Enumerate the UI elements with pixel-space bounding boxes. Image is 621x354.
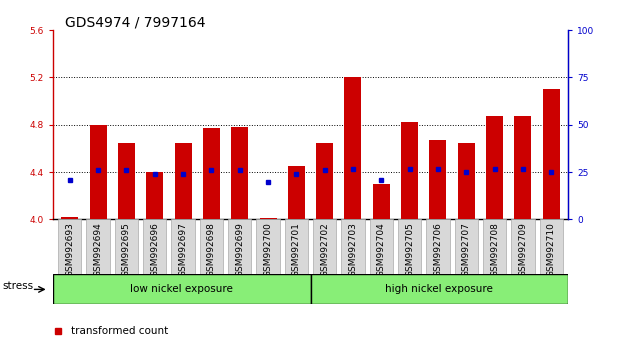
Bar [260, 218, 276, 219]
Bar [345, 78, 361, 219]
Bar [61, 217, 78, 219]
Text: stress: stress [2, 281, 34, 291]
Text: GSM992693: GSM992693 [65, 222, 75, 277]
Bar [430, 140, 446, 219]
Bar [115, 219, 138, 274]
Bar [171, 219, 194, 274]
Bar [288, 166, 305, 219]
Text: GSM992706: GSM992706 [433, 222, 442, 277]
Bar [203, 129, 220, 219]
Text: GSM992699: GSM992699 [235, 222, 244, 277]
Bar [398, 219, 421, 274]
Text: GSM992696: GSM992696 [150, 222, 159, 277]
Text: GSM992707: GSM992707 [462, 222, 471, 277]
Text: GSM992700: GSM992700 [263, 222, 273, 277]
Bar [284, 219, 308, 274]
Bar [175, 143, 191, 219]
Text: GSM992698: GSM992698 [207, 222, 216, 277]
Bar [143, 219, 166, 274]
Bar [53, 274, 310, 304]
Text: GSM992710: GSM992710 [546, 222, 556, 277]
Bar [256, 219, 279, 274]
Text: high nickel exposure: high nickel exposure [386, 284, 493, 295]
Bar [458, 143, 475, 219]
Bar [316, 143, 333, 219]
Bar [89, 125, 107, 219]
Text: GSM992697: GSM992697 [179, 222, 188, 277]
Bar [58, 219, 81, 274]
Text: GSM992705: GSM992705 [405, 222, 414, 277]
Bar [118, 143, 135, 219]
Bar [369, 219, 393, 274]
Bar [540, 219, 563, 274]
Bar [228, 219, 252, 274]
Text: GDS4974 / 7997164: GDS4974 / 7997164 [65, 16, 206, 30]
Bar [200, 219, 223, 274]
Bar [373, 184, 390, 219]
Bar [483, 219, 506, 274]
Bar [146, 172, 163, 219]
Text: GSM992701: GSM992701 [292, 222, 301, 277]
Bar [231, 127, 248, 219]
Text: GSM992709: GSM992709 [519, 222, 527, 277]
Bar [310, 274, 568, 304]
Text: low nickel exposure: low nickel exposure [130, 284, 233, 295]
Bar [514, 116, 532, 219]
Bar [486, 116, 503, 219]
Bar [401, 122, 418, 219]
Text: GSM992708: GSM992708 [490, 222, 499, 277]
Text: GSM992704: GSM992704 [377, 222, 386, 277]
Bar [427, 219, 450, 274]
Bar [342, 219, 365, 274]
Text: GSM992694: GSM992694 [94, 222, 102, 277]
Text: GSM992702: GSM992702 [320, 222, 329, 277]
Bar [511, 219, 535, 274]
Text: transformed count: transformed count [71, 326, 168, 336]
Bar [86, 219, 110, 274]
Bar [543, 89, 560, 219]
Bar [313, 219, 337, 274]
Bar [455, 219, 478, 274]
Text: GSM992703: GSM992703 [348, 222, 358, 277]
Text: GSM992695: GSM992695 [122, 222, 131, 277]
